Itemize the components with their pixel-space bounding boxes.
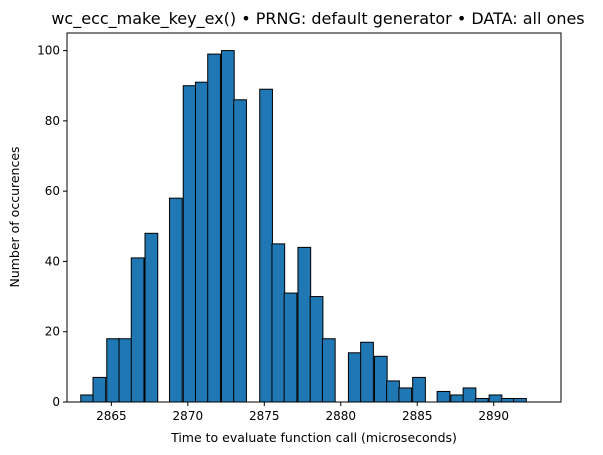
histogram-bar-6: [168, 197, 183, 403]
plot-frame: [66, 32, 562, 403]
histogram-bar-19: [360, 341, 374, 403]
histogram-bar-4: [130, 257, 145, 403]
x-tick-label-2: 2875: [249, 409, 280, 423]
histogram-bar-14: [283, 292, 298, 403]
x-axis-ticks: 2865 2870 2875 2880 2885 2890: [96, 402, 509, 423]
histogram-bar-15: [297, 246, 312, 403]
y-tick-label-5: 100: [37, 44, 60, 58]
histogram-bar-30: [513, 397, 527, 403]
histogram-bar-24: [436, 390, 451, 403]
histogram-bar-12: [259, 88, 273, 403]
histogram-bar-5: [144, 232, 159, 403]
histogram-bar-7: [182, 85, 197, 403]
chart-title: wc_ecc_make_key_ex() • PRNG: default gen…: [51, 9, 584, 29]
x-tick-label-4: 2885: [402, 409, 433, 423]
histogram-bar-9: [207, 53, 221, 403]
x-tick-label-1: 2870: [173, 409, 204, 423]
histogram-bar-28: [488, 394, 503, 403]
y-tick-label-4: 80: [45, 114, 60, 128]
histogram-bar-17: [321, 338, 336, 403]
histogram-bar-20: [373, 355, 388, 403]
y-tick-label-0: 0: [52, 395, 60, 409]
x-tick-label-3: 2880: [325, 409, 356, 423]
histogram-bar-11: [233, 99, 247, 403]
histogram-bar-23: [412, 376, 426, 403]
histogram-bar-1: [92, 376, 107, 403]
histogram-bar-26: [462, 387, 477, 403]
x-tick-label-0: 2865: [96, 409, 127, 423]
x-axis-label: Time to evaluate function call (microsec…: [170, 430, 457, 445]
histogram-bar-21: [386, 380, 400, 403]
histogram-bar-13: [271, 243, 286, 403]
histogram-bar-2: [106, 338, 121, 403]
histogram-bar-29: [500, 397, 515, 403]
histogram-bar-8: [194, 81, 209, 403]
y-tick-label-1: 20: [45, 325, 60, 339]
y-axis-ticks: 0 20 40 60 80 100: [37, 44, 67, 409]
histogram-bar-18: [347, 352, 362, 403]
x-tick-label-5: 2890: [478, 409, 509, 423]
histogram-bar-0: [80, 394, 95, 403]
y-tick-label-2: 40: [45, 254, 60, 268]
histogram-bar-10: [220, 50, 235, 403]
histogram-bar-27: [474, 397, 489, 403]
y-axis-label: Number of occurences: [7, 146, 22, 287]
histogram-bar-25: [450, 394, 465, 403]
histogram-bar-22: [398, 387, 413, 403]
histogram-bar-3: [118, 338, 133, 403]
y-tick-label-3: 60: [45, 184, 60, 198]
bars-group: [80, 50, 527, 403]
histogram-bar-16: [309, 296, 324, 403]
